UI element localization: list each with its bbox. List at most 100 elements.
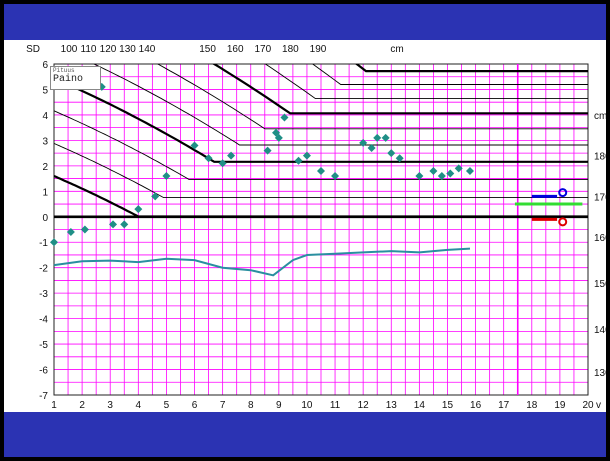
data-point <box>359 138 368 147</box>
data-point <box>381 133 390 142</box>
y-tick-label: -5 <box>39 340 48 351</box>
data-point <box>429 166 438 175</box>
patient-label: Paino <box>53 74 84 85</box>
y-tick-label: -2 <box>39 264 48 275</box>
top-axis-tick-label: 160 <box>227 44 244 55</box>
data-point <box>367 144 376 153</box>
height-curve <box>264 64 588 100</box>
x-tick-label: 5 <box>164 400 170 411</box>
series-line <box>53 247 471 277</box>
right-axis-label: 140 <box>594 325 606 336</box>
height-curves <box>54 64 588 218</box>
data-point <box>162 172 171 181</box>
top-axis-tick-label: 110 <box>81 44 97 55</box>
x-tick-label: 12 <box>358 400 370 411</box>
height-curve <box>54 142 588 199</box>
x-tick-label: 16 <box>470 400 482 411</box>
male-symbol-icon <box>558 188 568 198</box>
data-point <box>218 159 227 168</box>
x-tick-label: 11 <box>330 400 341 411</box>
height-curve <box>212 64 588 115</box>
top-axis-tick-label: 180 <box>282 44 299 55</box>
data-point <box>302 151 311 160</box>
female-symbol-icon <box>558 217 568 227</box>
x-tick-label: 1 <box>51 400 57 411</box>
height-curve <box>54 174 588 218</box>
data-point <box>134 205 143 214</box>
top-axis-tick-label: 130 <box>119 44 136 55</box>
data-point <box>437 172 446 181</box>
data-point <box>204 154 213 163</box>
y-tick-label: 5 <box>42 85 48 96</box>
chart-panel: -7 -6 -5 -4 -3 -2 -1 0 1 2 3 4 5 6 SD 1 2 3 4 5 6 7 8 9 10 11 12 13… <box>4 40 606 412</box>
data-point <box>50 238 58 247</box>
top-axis-tick-label: 100 <box>61 44 78 55</box>
y-tick-label: 6 <box>42 60 48 71</box>
x-tick-label: 17 <box>498 400 510 411</box>
x-tick-label: 4 <box>136 400 142 411</box>
right-axis-unit: cm <box>594 111 606 122</box>
data-point <box>190 141 199 150</box>
y-tick-label: -3 <box>39 289 48 300</box>
x-tick-label: 10 <box>301 400 313 411</box>
top-band <box>4 4 606 40</box>
top-axis-tick-label: 150 <box>199 44 216 55</box>
data-point <box>263 146 272 155</box>
data-point <box>465 166 474 175</box>
x-tick-label: 8 <box>248 400 254 411</box>
x-tick-label: 14 <box>414 400 426 411</box>
data-point <box>66 228 75 237</box>
top-axis-unit-label: cm <box>390 44 403 55</box>
y-tick-label: -6 <box>39 366 48 377</box>
height-curve <box>93 64 588 146</box>
y-tick-label: -4 <box>39 315 48 326</box>
height-curve <box>54 110 588 180</box>
top-axis-tick-label: 120 <box>100 44 117 55</box>
right-axis-label: 150 <box>594 279 606 290</box>
data-point <box>317 166 325 175</box>
top-axis-tick-label: 140 <box>139 44 156 55</box>
bottom-band <box>4 412 606 457</box>
x-tick-label: 9 <box>276 400 282 411</box>
data-point <box>387 149 396 158</box>
right-axis-label: 160 <box>594 233 606 244</box>
plot-frame <box>53 63 589 396</box>
y-tick-label: 4 <box>42 111 48 122</box>
x-axis-label: v <box>596 400 601 411</box>
height-curve <box>54 77 588 163</box>
height-curve <box>156 64 588 130</box>
patient-sublabel: Pituus <box>53 67 75 74</box>
x-tick-label: 18 <box>526 400 538 411</box>
x-tick-label: 19 <box>554 400 566 411</box>
y-axis-label: SD <box>26 44 40 55</box>
data-point <box>227 151 236 160</box>
x-tick-label: 15 <box>442 400 454 411</box>
y-tick-label: 0 <box>42 213 48 224</box>
y-tick-label: -7 <box>39 391 48 402</box>
data-point <box>294 156 303 165</box>
data-point <box>415 172 424 181</box>
y-tick-label: 3 <box>42 136 48 147</box>
top-axis-tick-label: 190 <box>310 44 327 55</box>
x-tick-label: 7 <box>220 400 226 411</box>
data-point <box>274 133 283 142</box>
data-point <box>120 220 129 229</box>
data-point <box>395 154 404 163</box>
data-point <box>280 113 289 122</box>
x-tick-label: 20 <box>582 400 594 411</box>
right-axis-label: 170 <box>594 192 606 203</box>
top-axis-tick-label: 170 <box>254 44 271 55</box>
y-tick-label: 1 <box>42 187 48 198</box>
data-point <box>151 192 160 201</box>
data-point <box>109 220 118 229</box>
patient-legend: Pituus Paino <box>50 66 101 90</box>
x-tick-label: 2 <box>79 400 85 411</box>
data-point <box>331 172 340 181</box>
y-tick-label: 2 <box>42 162 48 173</box>
data-point <box>373 133 382 142</box>
data-point <box>446 169 455 178</box>
x-tick-label: 6 <box>192 400 198 411</box>
data-point <box>80 225 89 234</box>
right-axis-label: 180 <box>594 152 606 163</box>
